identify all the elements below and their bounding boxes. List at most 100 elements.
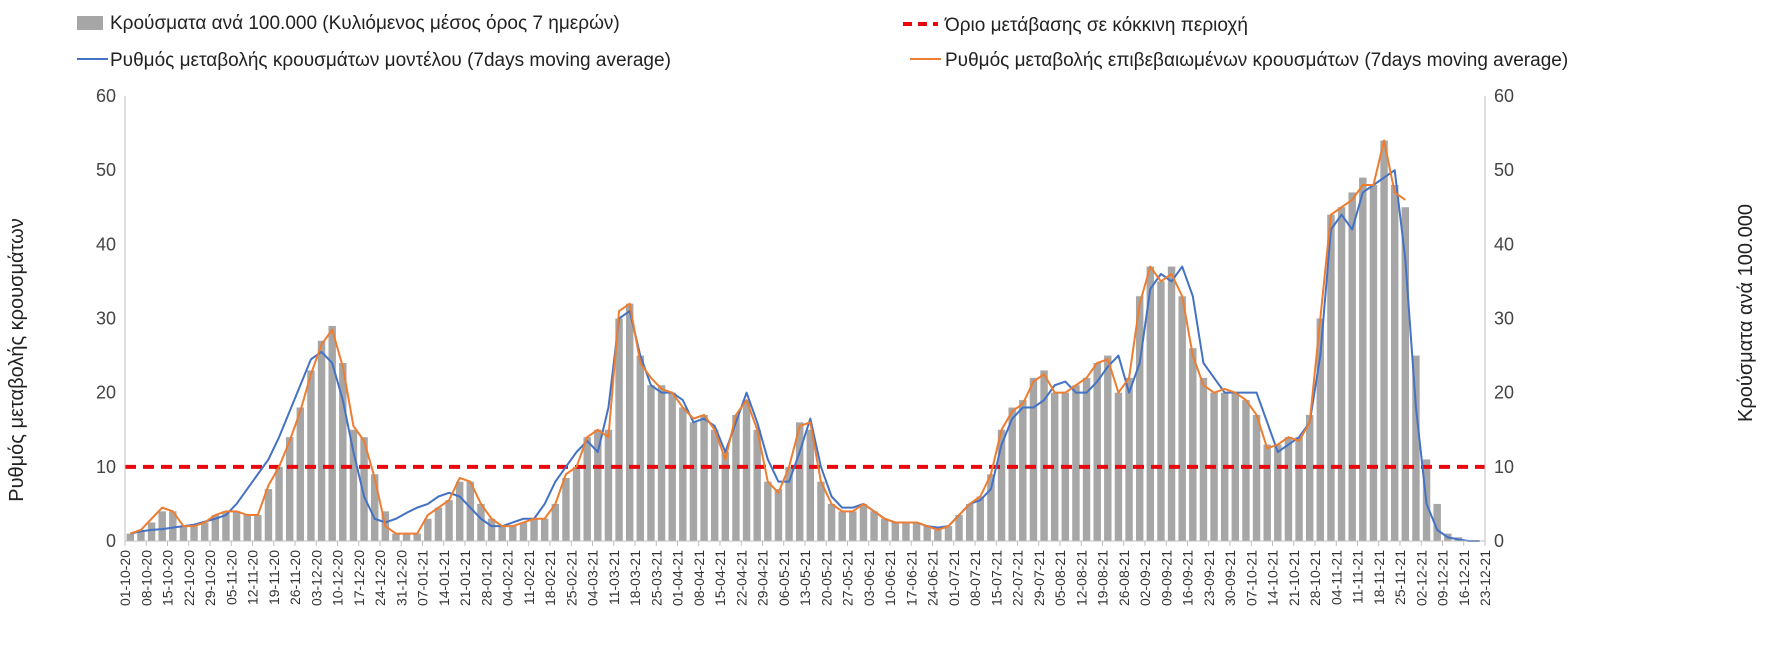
x-tick-label: 04-03-21 [585, 550, 601, 606]
bar [487, 518, 496, 541]
bar [912, 522, 921, 541]
x-tick-label: 17-12-20 [351, 550, 367, 606]
bar [360, 437, 368, 541]
x-tick-label: 16-09-21 [1180, 550, 1196, 606]
bar [222, 511, 230, 541]
x-tick-label: 05-11-20 [223, 550, 239, 605]
bar [1019, 400, 1027, 541]
x-tick-label: 22-07-21 [1010, 550, 1026, 606]
x-tick-label: 09-09-21 [1158, 550, 1174, 606]
y-tick-label-right: 50 [1494, 160, 1514, 180]
bar [1072, 385, 1080, 541]
bar [859, 503, 868, 541]
bar [1135, 296, 1144, 541]
bar [1401, 207, 1410, 541]
bar [997, 429, 1006, 541]
bar [200, 522, 209, 541]
x-tick-label: 26-11-20 [287, 550, 303, 605]
x-tick-label: 23-09-21 [1201, 550, 1217, 606]
series-line-confirmed [129, 139, 1406, 535]
bar [562, 477, 570, 541]
x-tick-label: 10-06-21 [882, 550, 898, 606]
x-tick-label: 09-12-21 [1435, 550, 1451, 606]
legend-label-model: Ρυθμός μεταβολής κρουσμάτων μοντέλου (7d… [110, 50, 671, 71]
x-tick-label: 15-10-20 [160, 550, 176, 606]
bar [1199, 377, 1208, 541]
x-tick-label: 03-12-20 [308, 550, 324, 606]
x-tick-label: 23-12-21 [1477, 550, 1493, 606]
x-tick-label: 19-11-20 [266, 550, 282, 605]
bar [1040, 370, 1048, 541]
bar [1242, 400, 1250, 541]
bar [211, 515, 220, 541]
plot-area: 0 0 10 10 20 20 30 30 40 40 50 50 60 60 01-10-20 08-10-… [96, 86, 1514, 606]
y-tick-label-left: 50 [96, 160, 116, 180]
bar [339, 363, 347, 541]
bar [647, 385, 655, 541]
bar [1157, 281, 1165, 541]
bar [1029, 377, 1038, 541]
x-tick-label: 02-12-21 [1413, 550, 1429, 606]
x-tick-label: 12-11-20 [245, 550, 261, 605]
y-tick-label-left: 0 [106, 531, 116, 551]
legend-label-bars: Κρούσματα ανά 100.000 (Κυλιόμενος μέσος … [110, 13, 620, 34]
y-tick-label-left: 30 [96, 309, 116, 329]
bar [1167, 266, 1176, 541]
y-tick-label-right: 10 [1494, 457, 1514, 477]
bar [689, 422, 698, 541]
x-tick-label: 07-10-21 [1243, 550, 1259, 606]
bar [519, 522, 528, 541]
bar [1104, 355, 1112, 541]
bar [455, 481, 464, 541]
x-tick-label: 08-04-21 [691, 550, 707, 606]
bar [275, 466, 283, 541]
bar [764, 481, 772, 541]
bar [147, 522, 156, 541]
bar [540, 518, 549, 541]
bar [1348, 192, 1356, 542]
x-tick-label: 31-12-20 [393, 550, 409, 606]
bar [158, 511, 166, 541]
bar [509, 526, 517, 541]
x-tick-label: 25-03-21 [648, 550, 664, 606]
x-tick-label: 28-01-21 [478, 550, 494, 606]
bar [307, 370, 315, 541]
bar [1295, 437, 1303, 541]
bar [1433, 503, 1441, 541]
x-tick-label: 08-10-20 [138, 550, 154, 606]
x-tick-label: 29-07-21 [1031, 550, 1047, 606]
x-tick-label: 01-07-21 [946, 550, 962, 606]
bar [732, 414, 740, 541]
bar [1359, 177, 1367, 541]
x-tick-label: 29-10-20 [202, 550, 218, 606]
y-tick-label-left: 40 [96, 234, 116, 254]
bar [785, 466, 793, 541]
bar [1369, 185, 1378, 541]
legend-swatch-bars [77, 16, 103, 30]
bar [1263, 444, 1271, 541]
bar [572, 466, 581, 541]
y-axis-title-right: Κρούσματα ανά 100.000 [1735, 204, 1757, 422]
x-tick-label: 14-10-21 [1265, 550, 1281, 606]
y-tick-label-right: 40 [1494, 234, 1514, 254]
bar [976, 496, 985, 541]
x-tick-label: 11-02-21 [521, 550, 537, 605]
bar [1050, 392, 1059, 541]
x-tick-label: 15-07-21 [988, 550, 1004, 606]
x-tick-label: 30-09-21 [1222, 550, 1238, 606]
x-tick-label: 11-03-21 [606, 550, 622, 605]
bar [1146, 266, 1155, 541]
x-tick-label: 05-08-21 [1052, 550, 1068, 606]
bar [1412, 355, 1420, 541]
x-tick-label: 25-11-21 [1392, 550, 1408, 605]
bar [349, 429, 358, 541]
y-axis-title-left: Ρυθμός μεταβολής κρουσμάτων [6, 218, 28, 502]
x-tick-label: 12-08-21 [1073, 550, 1089, 606]
bar [934, 529, 942, 542]
y-tick-label-right: 30 [1494, 309, 1514, 329]
bar [625, 303, 634, 541]
x-tick-label: 04-11-21 [1328, 550, 1344, 605]
bar [1327, 214, 1335, 542]
bar [1231, 392, 1240, 541]
